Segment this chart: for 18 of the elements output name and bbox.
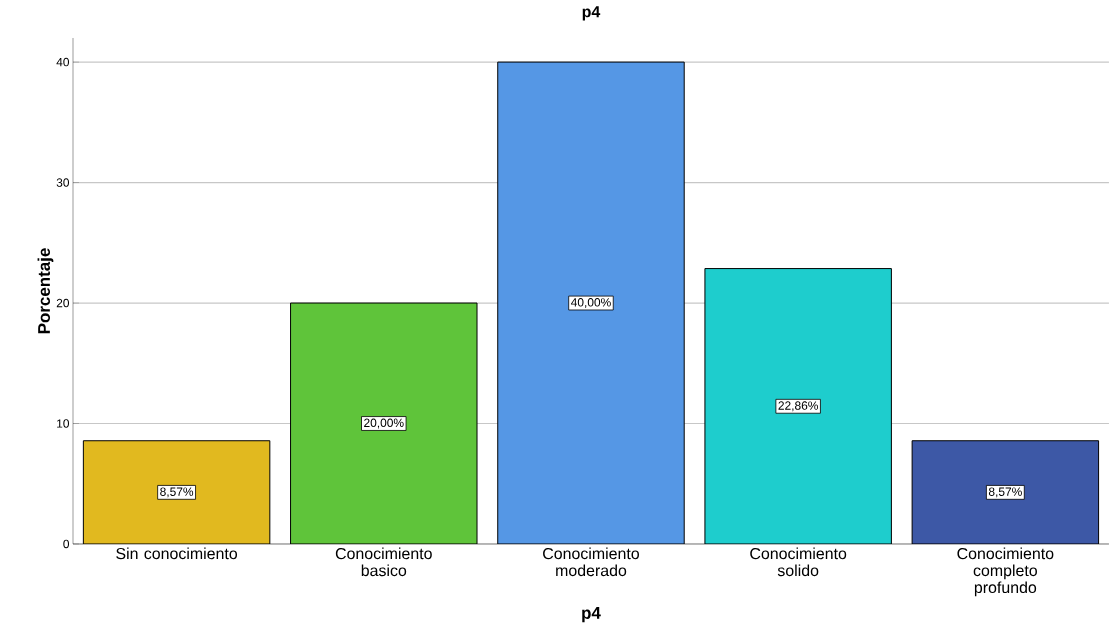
data-label: 22,86% — [778, 401, 818, 412]
data-label: 40,00% — [570, 298, 611, 308]
y-tick-label: 30 — [56, 178, 70, 187]
data-label: 8,57% — [160, 487, 194, 498]
data-label: 8,57% — [988, 487, 1022, 498]
x-tick-label: Conocimiento completo profundo — [957, 547, 1054, 597]
y-tick-label: 40 — [56, 57, 70, 67]
y-tick-label: 10 — [57, 419, 70, 428]
y-tick-label: 0 — [63, 539, 70, 549]
x-tick-label: Conocimiento solido — [750, 547, 847, 577]
y-tick-label: 20 — [56, 298, 70, 308]
x-tick-label: Conocimiento basico — [335, 547, 432, 577]
x-tick-label: Sin conocimiento — [116, 547, 238, 560]
x-tick-label: Conocimiento moderado — [543, 547, 640, 577]
x-axis-title: p4 — [582, 607, 601, 623]
chart-title: p4 — [582, 6, 601, 21]
y-axis-title: Porcentaje — [37, 248, 54, 334]
data-label: 20,00% — [364, 418, 404, 429]
